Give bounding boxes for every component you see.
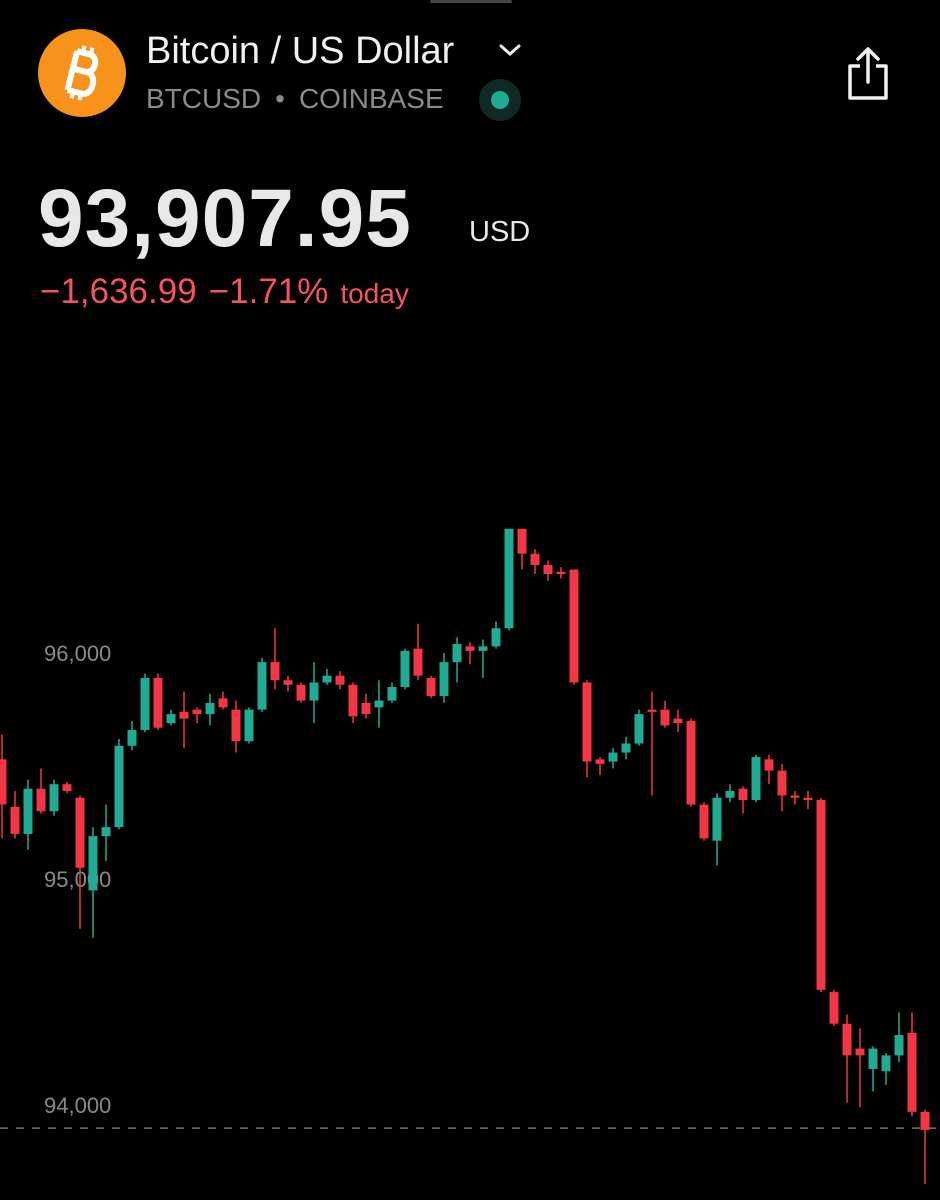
candle-body [504,528,514,629]
price: 93,907.95 [38,173,412,264]
candle-body [36,788,46,812]
candle-body [725,790,735,798]
candle-body [179,711,189,719]
candle-body [153,677,163,728]
separator: • [275,83,285,114]
candle-body [738,788,748,800]
candle-body [452,644,462,663]
candle-body [686,720,696,805]
candle-body [569,569,579,683]
candle-body [192,709,202,715]
candle-body [517,528,527,554]
candle-body [413,648,423,676]
candle-body [855,1048,865,1056]
candle-body [400,650,410,688]
candle-body [647,709,657,712]
candle-body [114,745,124,828]
candle-body [322,675,332,683]
candle-body [894,1035,904,1056]
candle-body [829,992,839,1024]
candle-body [465,646,475,651]
candle-body [478,646,488,651]
candle-body [205,702,215,715]
period: today [340,278,409,309]
y-tick-label: 94,000 [44,1093,111,1118]
candle-body [23,788,33,834]
top-handle [430,0,512,3]
candle-body [296,684,306,701]
candle-body [231,709,241,742]
candle-body [920,1111,930,1130]
candle-body [88,836,98,891]
candle-body [660,709,670,726]
change: −1,636.99 [40,272,197,311]
y-tick-label: 95,000 [44,867,111,892]
candle-body [0,759,7,805]
subtitle: BTCUSD • COINBASE [146,83,444,115]
dropdown-chevron[interactable] [498,42,522,58]
candle-body [673,718,683,724]
candle-body [270,662,280,681]
candle-body [283,680,293,685]
candle-body [374,700,384,708]
candle-body [348,684,358,717]
exchange: COINBASE [298,83,444,114]
candle-body [777,770,787,796]
candle-body [634,714,644,744]
market-status [479,79,521,121]
candle-body [140,677,150,730]
candle-body [790,795,800,798]
candle-body [699,804,709,839]
candle-body [127,729,137,746]
candle-body [244,709,254,742]
candle-body [842,1023,852,1056]
candle-body [881,1055,891,1072]
change-row: −1,636.99 −1.71% today [40,272,409,312]
candle-body [361,702,371,715]
candle-body [868,1048,878,1069]
candle-body [582,682,592,762]
candle-body [816,800,826,990]
candle-body [218,698,228,708]
candle-body [62,784,72,791]
candle-body [309,682,319,701]
candle-body [608,752,618,762]
candle-body [556,571,566,575]
candle-body [75,797,85,868]
candle-body [595,759,605,764]
candle-body [426,677,436,697]
y-tick-label: 96,000 [44,641,111,666]
candle-body [49,784,59,812]
candle-body [335,675,345,685]
candle-body [751,757,761,800]
candle-body [530,553,540,565]
candle-body [439,662,449,697]
candle-body [10,806,20,834]
candle-body [543,564,553,575]
candle-body [803,797,813,800]
candle-body [764,759,774,771]
symbol: BTCUSD [146,83,262,114]
candle-body [257,662,267,710]
candle-body [621,743,631,753]
currency: USD [469,216,531,248]
change-percent: −1.71% [208,272,329,311]
candle-body [166,714,176,724]
candle-body [907,1032,917,1112]
title[interactable]: Bitcoin / US Dollar [146,30,455,72]
share-button[interactable] [844,46,892,102]
candle-body [491,628,501,647]
candle-body [101,827,111,837]
coin-icon [38,29,126,117]
candle-body [387,687,397,701]
candle-body [712,797,722,841]
